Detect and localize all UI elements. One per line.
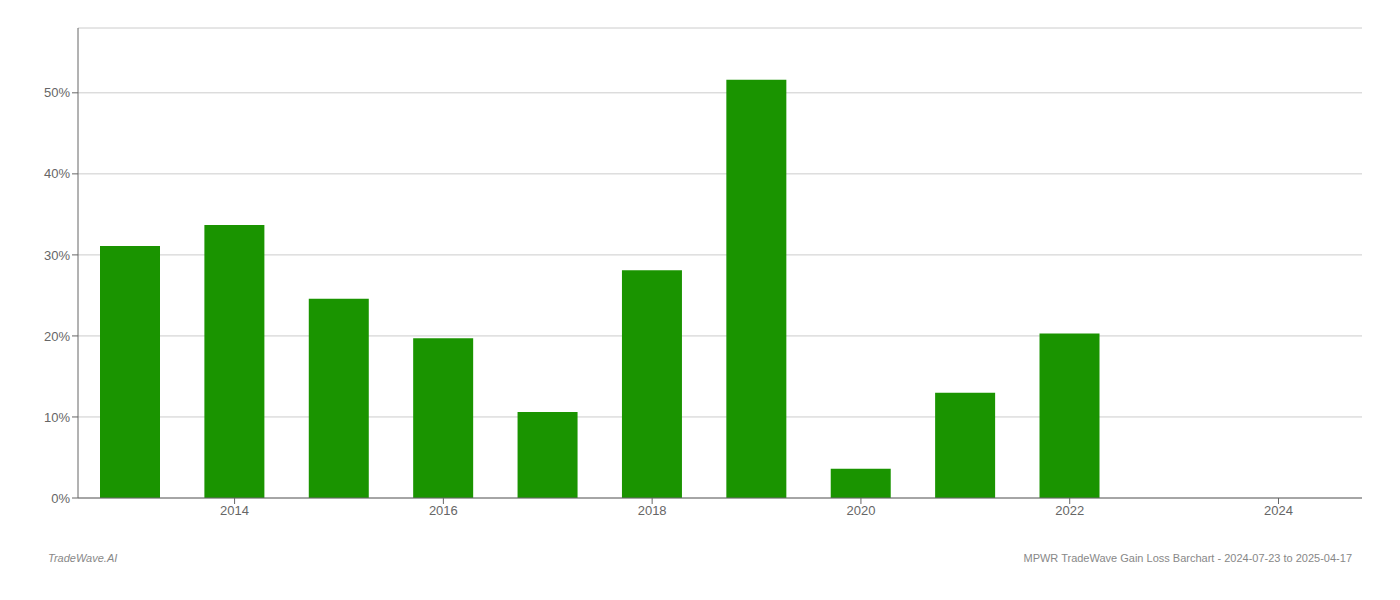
svg-text:2024: 2024 xyxy=(1264,503,1293,518)
svg-text:2022: 2022 xyxy=(1055,503,1084,518)
html-text:MPWR TradeWave Gain Loss Barch: MPWR TradeWave Gain Loss Barchart - 2024… xyxy=(1023,552,1352,564)
svg-text:20%: 20% xyxy=(44,329,70,344)
html-text:TradeWave.AI: TradeWave.AI xyxy=(48,552,118,564)
svg-text:0%: 0% xyxy=(51,491,70,506)
svg-text:10%: 10% xyxy=(44,410,70,425)
svg-text:30%: 30% xyxy=(44,248,70,263)
svg-text:2014: 2014 xyxy=(220,503,249,518)
svg-text:2016: 2016 xyxy=(429,503,458,518)
svg-text:40%: 40% xyxy=(44,166,70,181)
svg-text:2020: 2020 xyxy=(846,503,875,518)
svg-text:50%: 50% xyxy=(44,85,70,100)
svg-text:2018: 2018 xyxy=(638,503,667,518)
